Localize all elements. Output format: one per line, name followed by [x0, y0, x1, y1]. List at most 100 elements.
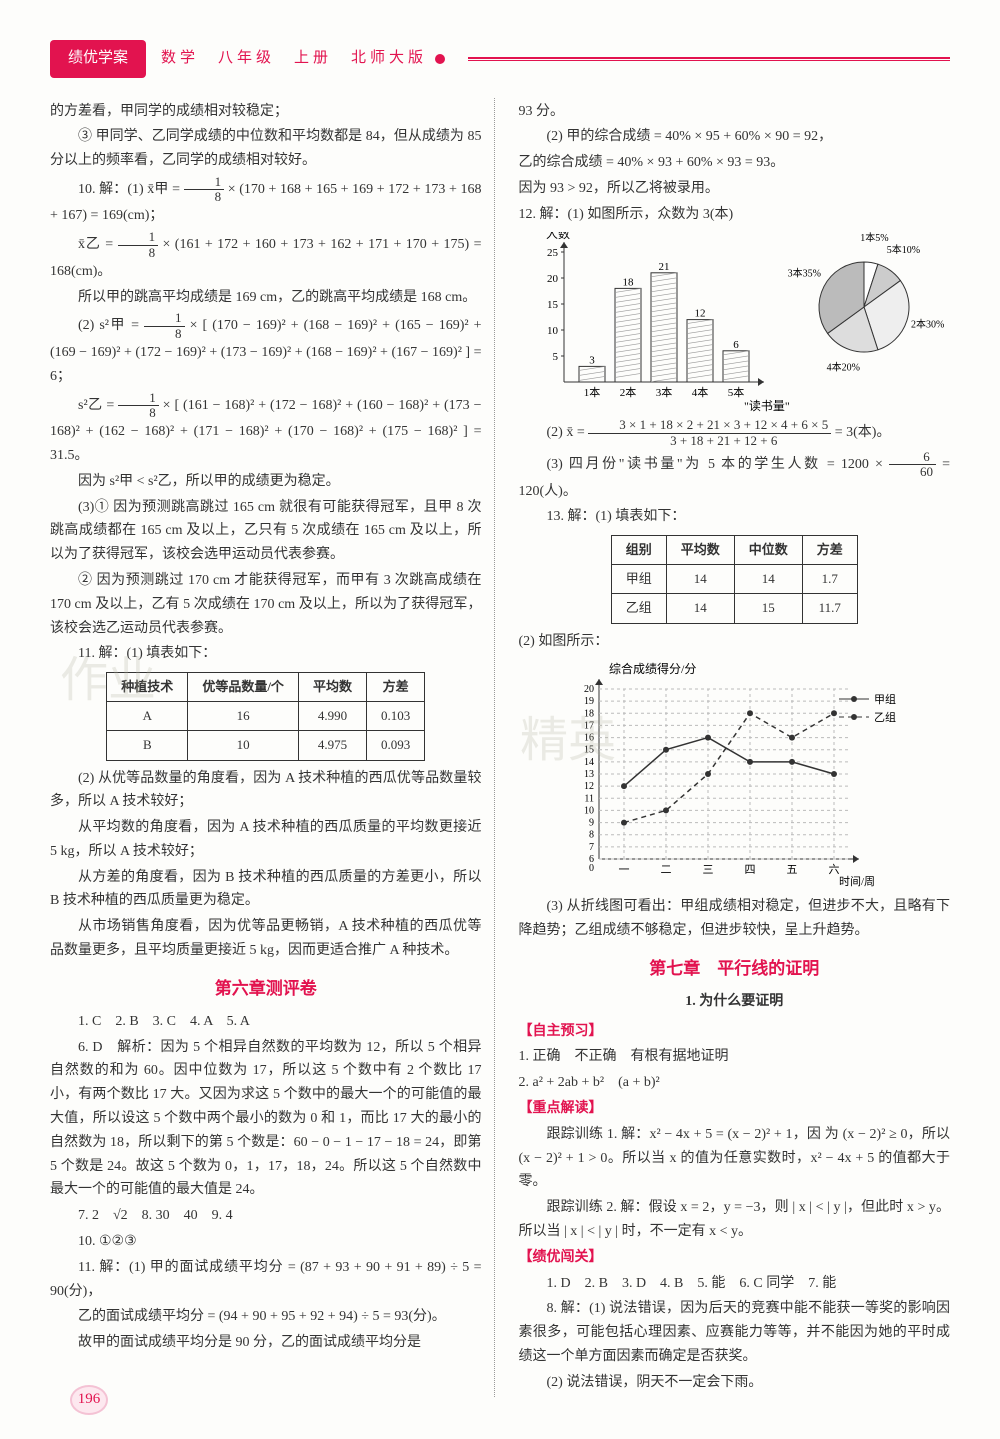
svg-text:时间/周: 时间/周 — [839, 875, 875, 888]
svg-text:4本20%: 4本20% — [827, 361, 860, 374]
text: (3)① 因为预测跳高跳过 165 cm 就很有可能获得冠军，且甲 8 次跳高成… — [50, 496, 482, 567]
svg-text:2本: 2本 — [620, 385, 637, 399]
right-column: 93 分。 (2) 甲的综合成绩 = 40% × 95 + 60% × 90 =… — [519, 98, 951, 1397]
text: 13. 解：(1) 填表如下： — [519, 505, 951, 529]
formula: s²乙 = 18 × [ (161 − 168)² + (172 − 168)²… — [50, 391, 482, 468]
text: 乙的面试成绩平均分 = (94 + 90 + 95 + 92 + 94) ÷ 5… — [50, 1305, 482, 1329]
text: (2) 说法错误，阴天不一定会下雨。 — [519, 1371, 951, 1395]
text: 的方差看，甲同学的成绩相对较稳定； — [50, 100, 482, 124]
page-number: 196 — [70, 1385, 108, 1415]
numerator: 3 × 1 + 18 × 2 + 21 × 3 + 12 × 4 + 6 × 5 — [588, 418, 831, 433]
content-columns: 的方差看，甲同学的成绩相对较稳定； ③ 甲同学、乙同学成绩的中位数和平均数都是 … — [50, 98, 950, 1397]
svg-text:3本: 3本 — [656, 385, 673, 399]
formula: (3) 四月份"读书量"为 5 本的学生人数 = 1200 × 660 = 12… — [519, 450, 951, 503]
svg-text:3: 3 — [590, 355, 596, 367]
svg-text:乙组: 乙组 — [874, 710, 896, 724]
label-key-reading: 【重点解读】 — [519, 1097, 951, 1121]
svg-text:一: 一 — [619, 864, 630, 876]
text: 从方差的角度看，因为 B 技术种植的西瓜质量的方差更小，所以 B 技术种植的西瓜… — [50, 866, 482, 914]
text: 所以甲的跳高平均成绩是 169 cm，乙的跳高平均成绩是 168 cm。 — [50, 286, 482, 310]
text: 10. 解：(1) x̄甲 = — [78, 182, 184, 197]
text: 11. 解：(1) 填表如下： — [50, 642, 482, 666]
svg-text:3本35%: 3本35% — [788, 267, 821, 280]
svg-text:10: 10 — [584, 806, 594, 817]
svg-text:综合成绩得分/分: 综合成绩得分/分 — [609, 661, 696, 676]
denominator: 3 + 18 + 21 + 12 + 6 — [588, 434, 831, 448]
text: (2) x̄ = — [547, 426, 589, 441]
text: (3) 四月份"读书量"为 5 本的学生人数 = 1200 × — [547, 457, 889, 472]
section-subtitle: 1. 为什么要证明 — [519, 990, 951, 1014]
text: (2) 如图所示： — [519, 630, 951, 654]
svg-text:14: 14 — [584, 757, 594, 768]
denominator: 8 — [144, 327, 185, 341]
text: 从平均数的角度看，因为 A 技术种植的西瓜质量的平均数更接近 5 kg，所以 A… — [50, 816, 482, 864]
page-header: 绩优学案 数学 八年级 上册 北师大版 — [50, 40, 950, 78]
answers: 1. D 2. B 3. D 4. B 5. 能 6. C 同学 7. 能 — [519, 1272, 951, 1296]
text: 2. a² + 2ab + b² (a + b)² — [519, 1071, 951, 1095]
text: 因为 s²甲 < s²乙，所以甲的成绩更为稳定。 — [50, 470, 482, 494]
svg-text:12: 12 — [695, 308, 706, 320]
table-groups: 组别平均数中位数方差甲组14141.7乙组141511.7 — [611, 535, 858, 623]
svg-text:"读书量": "读书量" — [744, 399, 790, 412]
svg-text:4本: 4本 — [692, 385, 709, 399]
text: 1. 正确 不正确 有根有据地证明 — [519, 1045, 951, 1069]
chapter7-title: 第七章 平行线的证明 — [519, 955, 951, 984]
svg-text:5本: 5本 — [728, 385, 745, 399]
text: 8. 解：(1) 说法错误，因为后天的竞赛中能不能获一等奖的影响因素很多，可能包… — [519, 1297, 951, 1368]
text: (2) 甲的综合成绩 = 40% × 95 + 60% × 90 = 92， — [519, 125, 951, 149]
svg-text:20: 20 — [547, 273, 559, 285]
text: (2) 从优等品数量的角度看，因为 A 技术种植的西瓜优等品数量较多，所以 A … — [50, 767, 482, 815]
answers: 1. C 2. B 3. C 4. A 5. A — [50, 1010, 482, 1034]
text: 6. D 解析：因为 5 个相异自然数的平均数为 12，所以 5 个相异自然数的… — [50, 1036, 482, 1203]
header-badge: 绩优学案 — [50, 40, 146, 78]
text: 93 分。 — [519, 100, 951, 124]
svg-text:0: 0 — [589, 863, 594, 874]
svg-text:12: 12 — [584, 781, 594, 792]
text: 因为 93 > 92，所以乙将被录用。 — [519, 177, 951, 201]
formula: 10. 解：(1) x̄甲 = 18 × (170 + 168 + 165 + … — [50, 175, 482, 228]
svg-text:11: 11 — [585, 794, 595, 805]
svg-text:16: 16 — [584, 733, 594, 744]
svg-text:2本30%: 2本30% — [911, 318, 944, 331]
bar-and-pie-chart: 510152025人数31本182本213本124本65本"读书量"1本5%5本… — [519, 232, 951, 412]
text: 跟踪训练 2. 解：假设 x = 2，y = −3，则 | x | < | y … — [519, 1196, 951, 1244]
svg-text:5: 5 — [553, 351, 559, 363]
svg-text:二: 二 — [661, 864, 672, 876]
text: ② 因为预测跳过 170 cm 才能获得冠军，而甲有 3 次跳高成绩在 170 … — [50, 569, 482, 640]
answers: 7. 2 √2 8. 30 40 9. 4 — [50, 1204, 482, 1228]
svg-text:六: 六 — [829, 863, 840, 876]
svg-text:15: 15 — [584, 745, 594, 756]
svg-text:25: 25 — [547, 247, 559, 259]
text: 乙的综合成绩 = 40% × 93 + 60% × 93 = 93。 — [519, 151, 951, 175]
svg-text:20: 20 — [584, 684, 594, 695]
text: ③ 甲同学、乙同学成绩的中位数和平均数都是 84，但从成绩为 85 分以上的频率… — [50, 125, 482, 173]
svg-text:7: 7 — [589, 842, 594, 853]
numerator: 1 — [184, 175, 225, 190]
svg-text:13: 13 — [584, 769, 594, 780]
numerator: 1 — [144, 311, 185, 326]
text: (3) 从折线图可看出：甲组成绩相对稳定，但进步不大，且略有下降趋势；乙组成绩不… — [519, 895, 951, 943]
svg-text:10: 10 — [547, 325, 559, 337]
text: 11. 解：(1) 甲的面试成绩平均分 = (87 + 93 + 90 + 91… — [50, 1256, 482, 1304]
numerator: 1 — [118, 230, 159, 245]
svg-text:五: 五 — [787, 864, 798, 876]
text: 从市场销售角度看，因为优等品更畅销，A 技术种植的西瓜优等品数量更多，且平均质量… — [50, 915, 482, 963]
label-practice: 【绩优闯关】 — [519, 1246, 951, 1270]
formula: (2) s²甲 = 18 × [ (170 − 169)² + (168 − 1… — [50, 311, 482, 388]
svg-text:21: 21 — [659, 261, 670, 273]
text: 故甲的面试成绩平均分是 90 分，乙的面试成绩平均分是 — [50, 1331, 482, 1355]
denominator: 8 — [118, 246, 159, 260]
text: 12. 解：(1) 如图所示，众数为 3(本) — [519, 203, 951, 227]
formula: x̄乙 = 18 × (161 + 172 + 160 + 173 + 162 … — [50, 230, 482, 283]
text: x̄乙 = — [78, 237, 118, 252]
svg-text:三: 三 — [703, 864, 714, 876]
svg-text:1本5%: 1本5% — [861, 232, 889, 244]
svg-text:5本10%: 5本10% — [887, 243, 920, 256]
numerator: 1 — [118, 391, 159, 406]
table-planting: 种植技术优等品数量/个平均数方差A164.9900.103B104.9750.0… — [106, 672, 425, 760]
svg-text:17: 17 — [584, 721, 594, 732]
svg-text:人数: 人数 — [546, 232, 570, 241]
header-rule — [468, 57, 950, 61]
svg-text:18: 18 — [584, 709, 594, 720]
text: (2) s²甲 = — [78, 318, 144, 333]
